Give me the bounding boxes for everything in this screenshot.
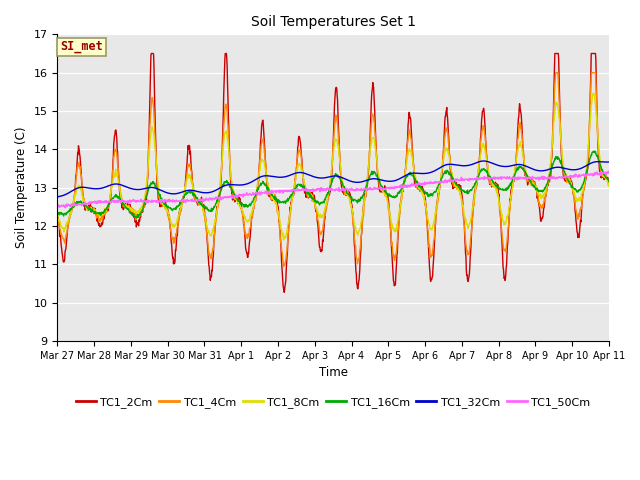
TC1_50Cm — [419, 181, 427, 187]
Line: TC1_4Cm: TC1_4Cm — [58, 72, 609, 266]
TC1_8Cm — [419, 192, 427, 197]
TC1_32Cm — [480, 158, 488, 164]
TC1_2Cm — [420, 186, 428, 192]
TC1_50Cm — [238, 193, 246, 199]
TC1_4Cm — [54, 216, 61, 222]
TC1_32Cm — [540, 168, 548, 174]
TC1_8Cm — [589, 90, 597, 96]
TC1_4Cm — [492, 183, 499, 189]
Legend: TC1_2Cm, TC1_4Cm, TC1_8Cm, TC1_16Cm, TC1_32Cm, TC1_50Cm: TC1_2Cm, TC1_4Cm, TC1_8Cm, TC1_16Cm, TC1… — [72, 393, 595, 412]
TC1_50Cm — [605, 168, 612, 174]
TC1_2Cm — [163, 204, 171, 209]
TC1_32Cm — [176, 190, 184, 196]
TC1_50Cm — [163, 199, 171, 205]
TC1_16Cm — [177, 201, 184, 207]
TC1_32Cm — [54, 194, 61, 200]
TC1_2Cm — [280, 289, 288, 295]
TC1_4Cm — [176, 212, 184, 217]
Line: TC1_16Cm: TC1_16Cm — [58, 151, 609, 218]
TC1_16Cm — [163, 204, 171, 210]
TC1_8Cm — [238, 207, 246, 213]
TC1_4Cm — [280, 264, 287, 269]
TC1_2Cm — [238, 207, 246, 213]
TC1_50Cm — [540, 174, 548, 180]
TC1_8Cm — [280, 237, 287, 243]
TC1_4Cm — [552, 70, 560, 75]
TC1_16Cm — [540, 187, 548, 193]
TC1_2Cm — [147, 50, 155, 56]
TC1_32Cm — [492, 161, 499, 167]
TC1_2Cm — [54, 213, 61, 218]
TC1_16Cm — [605, 179, 612, 184]
TC1_8Cm — [163, 208, 170, 214]
Line: TC1_2Cm: TC1_2Cm — [58, 53, 609, 292]
Y-axis label: Soil Temperature (C): Soil Temperature (C) — [15, 127, 28, 249]
TC1_32Cm — [238, 182, 246, 188]
TC1_50Cm — [61, 205, 69, 211]
Line: TC1_8Cm: TC1_8Cm — [58, 93, 609, 240]
TC1_4Cm — [238, 207, 246, 213]
TC1_8Cm — [54, 214, 61, 219]
TC1_16Cm — [238, 201, 246, 206]
TC1_16Cm — [419, 187, 427, 192]
TC1_16Cm — [591, 148, 598, 154]
Line: TC1_50Cm: TC1_50Cm — [58, 171, 609, 208]
TC1_50Cm — [177, 199, 184, 204]
TC1_8Cm — [605, 183, 612, 189]
TC1_32Cm — [419, 171, 426, 177]
TC1_8Cm — [492, 181, 499, 187]
TC1_50Cm — [492, 174, 499, 180]
TC1_8Cm — [176, 207, 184, 213]
TC1_32Cm — [163, 190, 170, 195]
X-axis label: Time: Time — [319, 366, 348, 379]
TC1_2Cm — [605, 180, 612, 185]
Text: SI_met: SI_met — [60, 40, 103, 53]
TC1_16Cm — [132, 215, 140, 221]
TC1_16Cm — [492, 181, 499, 187]
TC1_4Cm — [419, 191, 427, 196]
Title: Soil Temperatures Set 1: Soil Temperatures Set 1 — [251, 15, 415, 29]
TC1_4Cm — [540, 200, 548, 205]
TC1_2Cm — [540, 204, 548, 210]
TC1_50Cm — [54, 203, 61, 208]
TC1_2Cm — [492, 180, 499, 185]
TC1_4Cm — [163, 205, 170, 211]
TC1_16Cm — [54, 209, 61, 215]
TC1_4Cm — [605, 182, 612, 188]
TC1_2Cm — [177, 205, 184, 211]
Line: TC1_32Cm: TC1_32Cm — [58, 161, 609, 197]
TC1_8Cm — [540, 191, 548, 197]
TC1_32Cm — [605, 159, 612, 165]
